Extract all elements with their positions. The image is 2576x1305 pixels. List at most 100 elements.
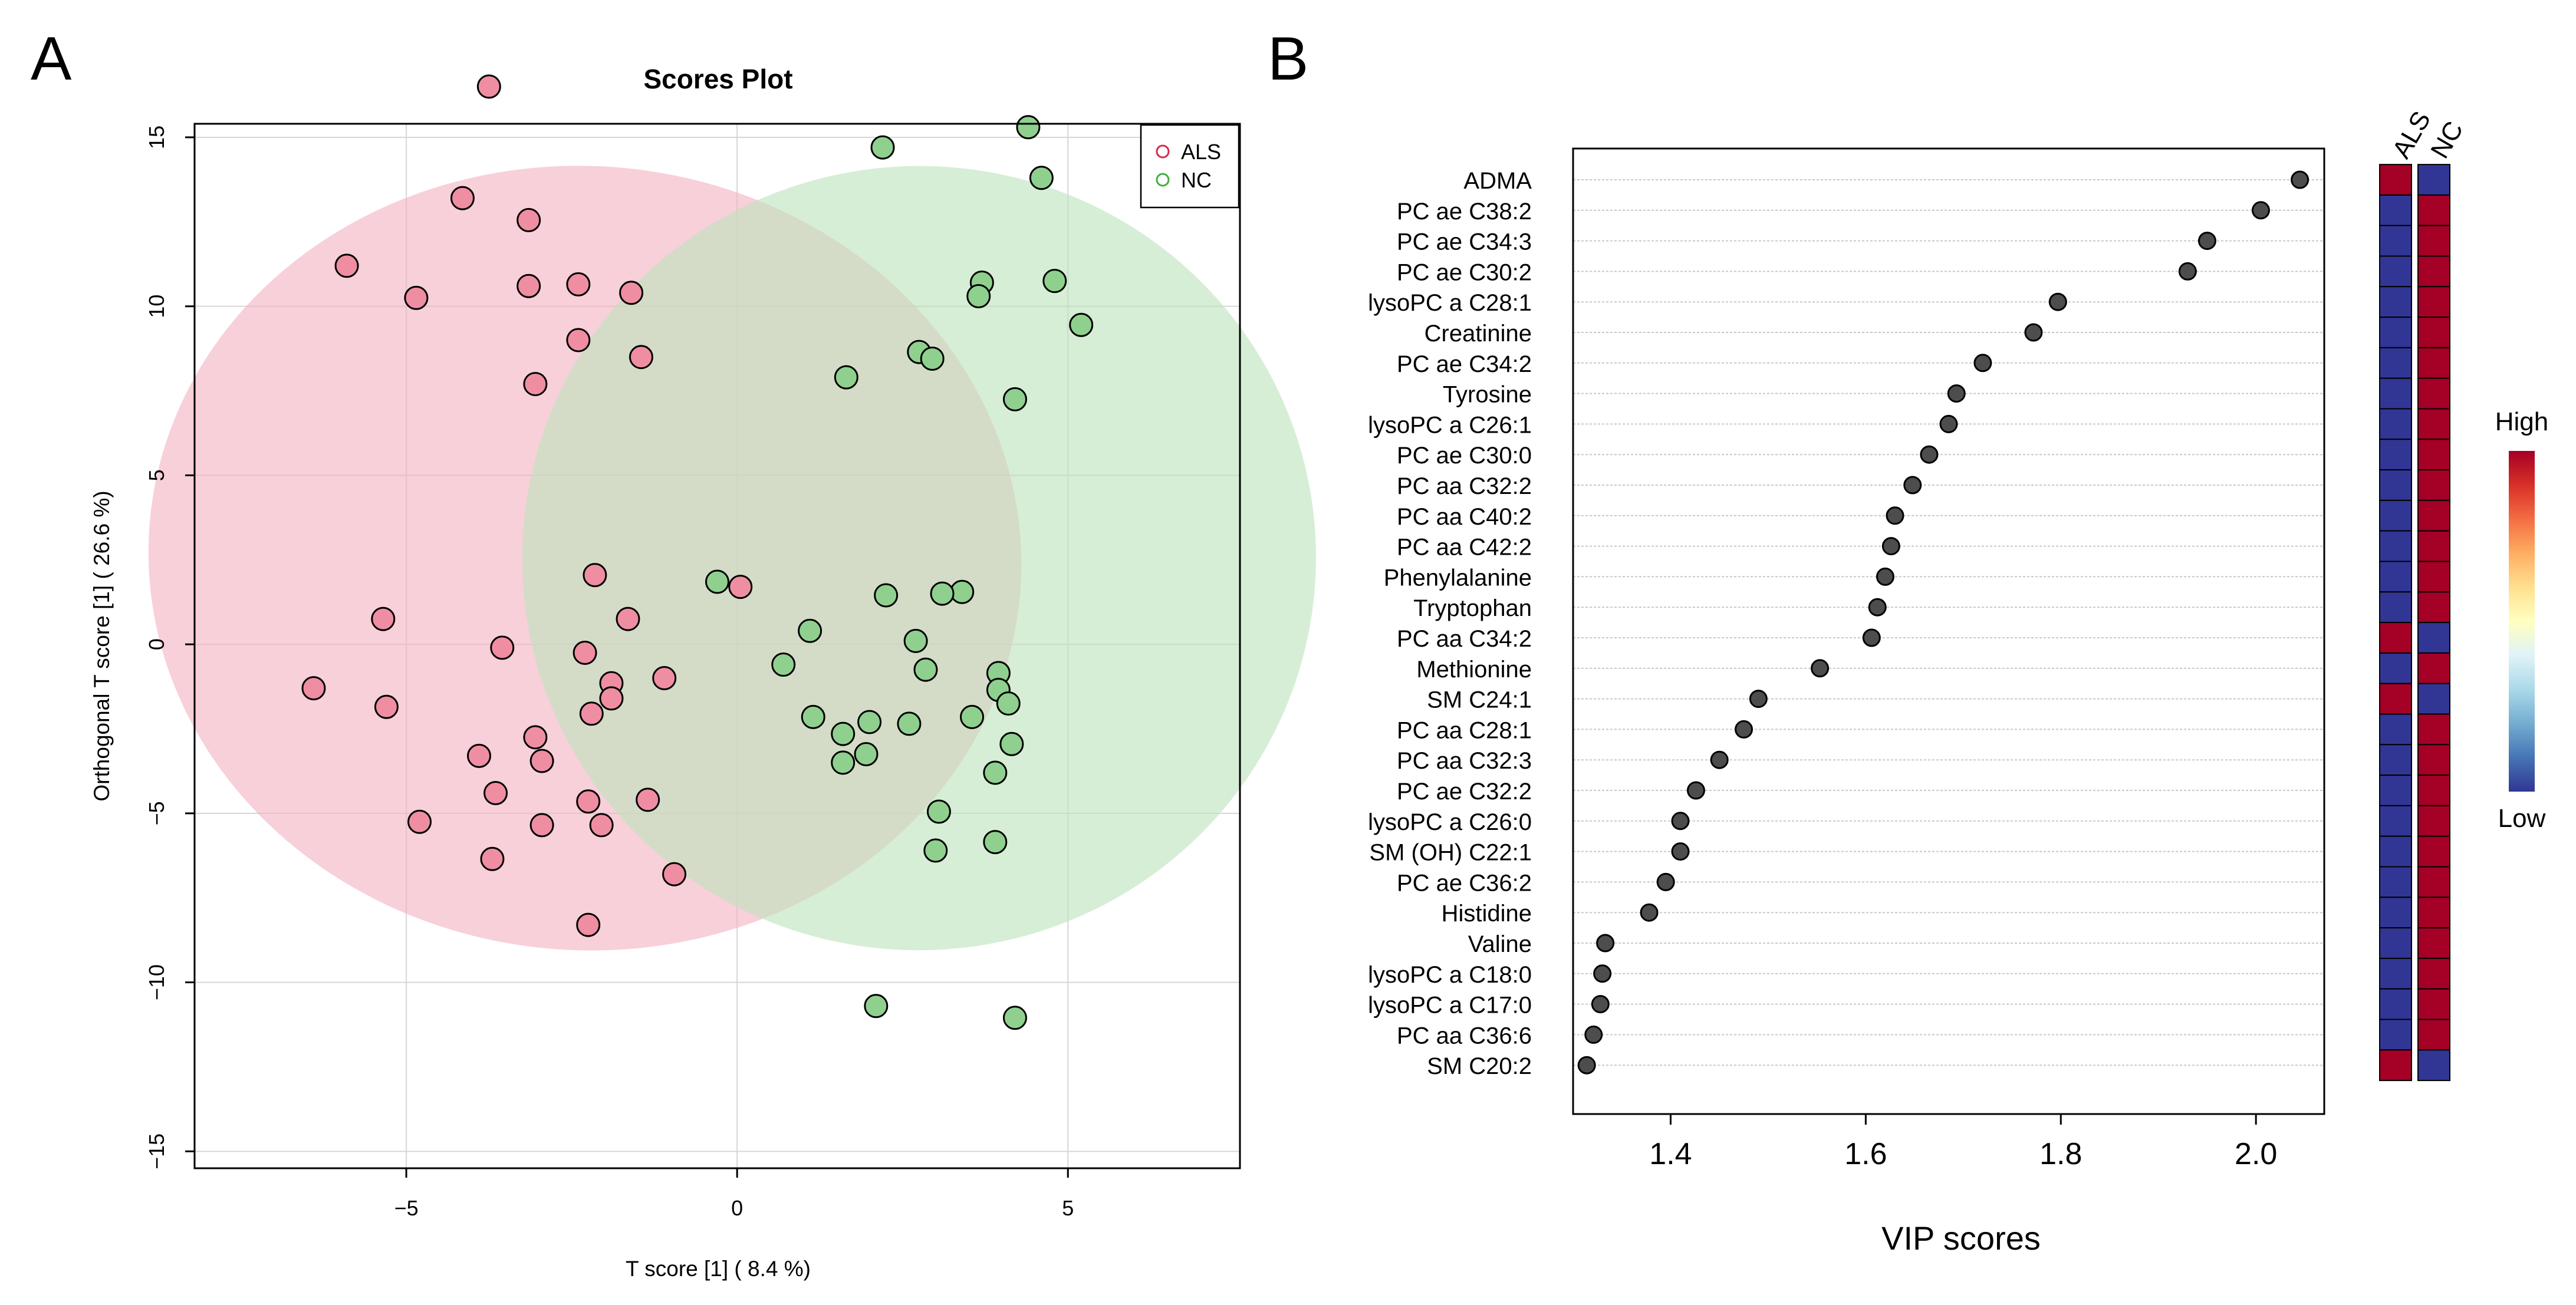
score-point-als	[583, 563, 607, 588]
vip-point	[1591, 995, 1610, 1014]
vip-plot-frame	[1572, 147, 2325, 1115]
ellipse-nc	[522, 166, 1317, 951]
vip-point	[1876, 567, 1894, 586]
vip-category-label: ADMA	[1463, 168, 1532, 194]
heatmap-cell	[2417, 775, 2450, 806]
heatmap-cell	[2417, 866, 2450, 898]
heatmap-cell	[2417, 286, 2450, 318]
heatmap-cell	[2379, 255, 2412, 288]
vip-category-label: Methionine	[1416, 657, 1532, 683]
y-axis-label: Orthogonal T score [1] ( 26.6 %)	[90, 490, 114, 801]
score-point-nc	[930, 581, 955, 606]
score-point-als	[662, 862, 687, 887]
vip-x-tick-label: 2.0	[2235, 1137, 2277, 1171]
confidence-ellipses	[148, 166, 1317, 951]
heatmap-cell	[2417, 957, 2450, 990]
heatmap-cell	[2417, 988, 2450, 1020]
group-heatmap	[2379, 164, 2450, 1082]
x-axis-label: T score [1] ( 8.4 %)	[626, 1257, 811, 1281]
vip-point	[2024, 323, 2043, 342]
heatmap-cell	[2379, 469, 2412, 501]
vip-category-label: PC aa C42:2	[1397, 535, 1532, 561]
heatmap-cell	[2379, 652, 2412, 684]
heatmap-cell	[2379, 775, 2412, 806]
legend-nc-label: NC	[1181, 168, 1212, 192]
heatmap-cell	[2417, 439, 2450, 471]
vip-point	[2178, 262, 2197, 281]
score-point-nc	[705, 569, 729, 594]
score-point-als	[589, 813, 614, 838]
score-point-als	[573, 640, 597, 665]
vip-point	[2251, 201, 2270, 220]
heatmap-cell	[2379, 866, 2412, 898]
vip-point	[1881, 537, 1900, 556]
y-tick-label: 10	[144, 295, 169, 318]
score-point-als	[450, 186, 475, 210]
score-point-als	[523, 372, 548, 397]
x-tick-label: −5	[394, 1196, 419, 1220]
heatmap-cell	[2379, 835, 2412, 868]
score-point-nc	[960, 704, 985, 729]
score-point-nc	[1042, 269, 1067, 294]
score-point-als	[374, 694, 399, 719]
heatmap-cell	[2417, 377, 2450, 410]
score-point-nc	[920, 347, 945, 371]
heatmap-cell	[2379, 927, 2412, 959]
vip-category-label: PC ae C30:0	[1397, 443, 1532, 469]
score-point-als	[476, 74, 501, 99]
vip-category-label: SM (OH) C22:1	[1369, 840, 1532, 866]
score-point-als	[334, 253, 359, 278]
vip-point	[1811, 659, 1830, 678]
vip-category-label: PC ae C38:2	[1397, 199, 1532, 225]
score-point-als	[516, 207, 541, 232]
heatmap-cell	[2379, 317, 2412, 348]
heatmap-cell	[2379, 1049, 2412, 1082]
heatmap-cell	[2417, 317, 2450, 348]
x-tick-label: 5	[1062, 1196, 1074, 1220]
score-point-nc	[857, 710, 882, 734]
vip-point	[1749, 690, 1768, 708]
legend-nc-marker	[1156, 173, 1170, 187]
scores-plot-frame	[193, 123, 1241, 1169]
score-point-als	[483, 780, 508, 805]
vip-x-tick-label: 1.8	[2039, 1137, 2082, 1171]
score-point-als	[576, 789, 601, 814]
vip-point	[1735, 720, 1753, 739]
y-tick-label: 0	[144, 638, 169, 650]
score-point-nc	[1002, 387, 1027, 411]
colorbar-high-label: High	[2495, 407, 2549, 436]
score-point-als	[407, 809, 432, 834]
heatmap-cell	[2417, 1019, 2450, 1051]
vip-category-label: lysoPC a C26:1	[1368, 412, 1532, 438]
heatmap-cell	[2379, 683, 2412, 715]
y-tick-label: 15	[144, 126, 169, 149]
vip-category-label: SM C24:1	[1427, 687, 1532, 713]
heatmap-cell	[2379, 897, 2412, 929]
score-point-nc	[903, 628, 928, 653]
score-point-als	[579, 701, 604, 726]
score-point-nc	[1069, 312, 1094, 337]
panel-b-letter: B	[1268, 25, 1308, 93]
score-point-nc	[996, 691, 1021, 716]
heatmap-cell	[2379, 439, 2412, 471]
heatmap-cell	[2379, 286, 2412, 318]
score-point-nc	[831, 750, 856, 775]
legend-als-marker	[1156, 144, 1170, 159]
vip-point	[1584, 1025, 1603, 1044]
panel-a-letter: A	[31, 25, 72, 93]
vip-point	[2197, 232, 2216, 251]
score-point-nc	[950, 579, 975, 604]
colorbar-gradient	[2509, 451, 2535, 792]
heatmap-cell	[2417, 713, 2450, 746]
colorbar-low-label: Low	[2498, 804, 2546, 833]
vip-x-tick-label: 1.6	[1844, 1137, 1887, 1171]
score-point-als	[529, 749, 554, 773]
vip-point	[1593, 964, 1612, 983]
vip-point	[1671, 812, 1690, 831]
score-point-als	[728, 575, 753, 599]
score-point-als	[404, 285, 429, 310]
vip-x-tick-label: 1.4	[1649, 1137, 1692, 1171]
score-point-als	[467, 743, 492, 768]
score-point-nc	[771, 652, 796, 677]
